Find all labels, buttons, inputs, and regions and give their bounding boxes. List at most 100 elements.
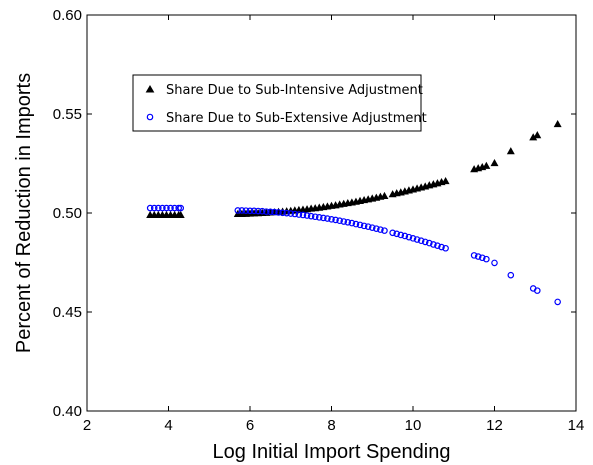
data-point-circle	[254, 207, 262, 215]
y-tick-label: 0.50	[53, 205, 82, 222]
data-point-circle	[434, 242, 441, 249]
data-point-triangle	[482, 161, 491, 169]
data-point-triangle	[441, 176, 450, 185]
data-point-circle	[393, 230, 401, 238]
data-point-circle	[421, 238, 429, 246]
data-point-circle	[554, 298, 561, 306]
data-point-circle	[320, 214, 327, 222]
data-point-circle	[340, 218, 348, 225]
data-point-circle	[287, 210, 295, 217]
series-sub-extensive	[146, 204, 561, 306]
data-point-circle	[146, 204, 154, 212]
x-tick-label: 4	[164, 417, 172, 434]
data-point-circle	[474, 253, 482, 260]
y-tick-label: 0.40	[53, 403, 82, 420]
data-point-circle	[267, 208, 274, 216]
data-point-circle	[279, 209, 286, 217]
data-point-circle	[483, 255, 490, 263]
data-point-circle	[381, 227, 388, 234]
data-point-circle	[332, 216, 339, 224]
legend-marker-sub-intensive	[145, 85, 155, 93]
data-point-circle	[283, 209, 290, 217]
data-point-circle	[291, 210, 299, 218]
data-point-circle	[425, 239, 433, 247]
data-point-circle	[155, 204, 162, 212]
data-point-triangle	[533, 131, 542, 139]
data-point-circle	[377, 226, 384, 233]
data-point-circle	[364, 223, 372, 230]
x-tick-label: 6	[246, 417, 254, 434]
data-point-circle	[352, 220, 360, 228]
y-axis-title: Percent of Reduction in Imports	[13, 73, 35, 353]
data-point-circle	[150, 204, 158, 212]
data-point-circle	[328, 216, 335, 223]
data-point-circle	[311, 213, 319, 221]
axis-ticks: 2 4 6 8 10 12 14 0.40 0.45 0.50 0.55 0.60	[53, 7, 585, 434]
plot-area-frame	[86, 14, 577, 412]
data-point-circle	[389, 229, 396, 237]
data-point-circle	[405, 233, 413, 241]
data-point-circle	[315, 214, 323, 221]
data-point-circle	[507, 271, 515, 279]
data-point-circle	[413, 236, 421, 243]
data-point-circle	[401, 232, 409, 240]
data-point-circle	[271, 208, 278, 216]
data-point-circle	[177, 204, 185, 212]
data-point-circle	[262, 208, 270, 215]
data-point-circle	[442, 244, 449, 252]
data-point-circle	[299, 211, 307, 219]
data-point-circle	[238, 207, 246, 214]
data-point-circle	[163, 204, 170, 212]
data-point-circle	[303, 212, 311, 219]
series-sub-intensive	[146, 119, 562, 219]
data-point-triangle	[176, 210, 185, 219]
x-tick-label: 8	[327, 417, 335, 434]
data-point-circle	[307, 212, 315, 220]
y-tick-label: 0.45	[53, 304, 82, 321]
data-point-circle	[417, 237, 425, 245]
data-point-circle	[478, 254, 486, 262]
data-point-circle	[373, 225, 380, 232]
x-tick-label: 14	[568, 417, 585, 434]
data-point-circle	[242, 207, 250, 214]
y-tick-label: 0.55	[53, 106, 82, 123]
chart-marks	[146, 119, 562, 306]
data-point-circle	[175, 204, 182, 212]
data-point-circle	[171, 204, 178, 212]
data-point-circle	[258, 207, 266, 215]
x-tick-label: 10	[405, 417, 422, 434]
y-tick-label: 0.60	[53, 7, 82, 24]
data-point-circle	[470, 252, 478, 259]
data-point-circle	[275, 209, 282, 216]
data-point-circle	[344, 219, 352, 226]
data-point-circle	[491, 259, 498, 267]
x-tick-label: 2	[83, 417, 91, 434]
legend-marker-sub-extensive	[146, 113, 154, 121]
data-point-circle	[159, 204, 166, 212]
data-point-triangle	[380, 191, 389, 200]
legend-label-sub-extensive: Share Due to Sub-Extensive Adjustment	[166, 111, 427, 126]
legend: Share Due to Sub-Intensive Adjustment Sh…	[132, 74, 427, 132]
data-point-circle	[295, 211, 303, 218]
data-point-circle	[250, 207, 258, 215]
data-point-circle	[234, 207, 242, 214]
data-point-circle	[167, 204, 174, 212]
data-point-circle	[336, 217, 343, 225]
legend-label-sub-intensive: Share Due to Sub-Intensive Adjustment	[166, 83, 423, 98]
data-point-circle	[533, 287, 541, 294]
x-axis-title: Log Initial Import Spending	[213, 441, 451, 463]
data-point-circle	[360, 222, 368, 230]
legend-box	[132, 74, 422, 132]
data-point-circle	[438, 243, 445, 251]
data-point-circle	[348, 219, 356, 227]
data-point-triangle	[490, 158, 499, 167]
data-point-circle	[409, 235, 417, 242]
x-tick-label: 12	[486, 417, 503, 434]
data-point-triangle	[553, 119, 562, 128]
data-point-circle	[246, 207, 254, 215]
data-point-circle	[397, 231, 405, 239]
data-point-circle	[324, 215, 331, 222]
data-point-circle	[356, 221, 364, 229]
data-point-triangle	[506, 147, 515, 155]
